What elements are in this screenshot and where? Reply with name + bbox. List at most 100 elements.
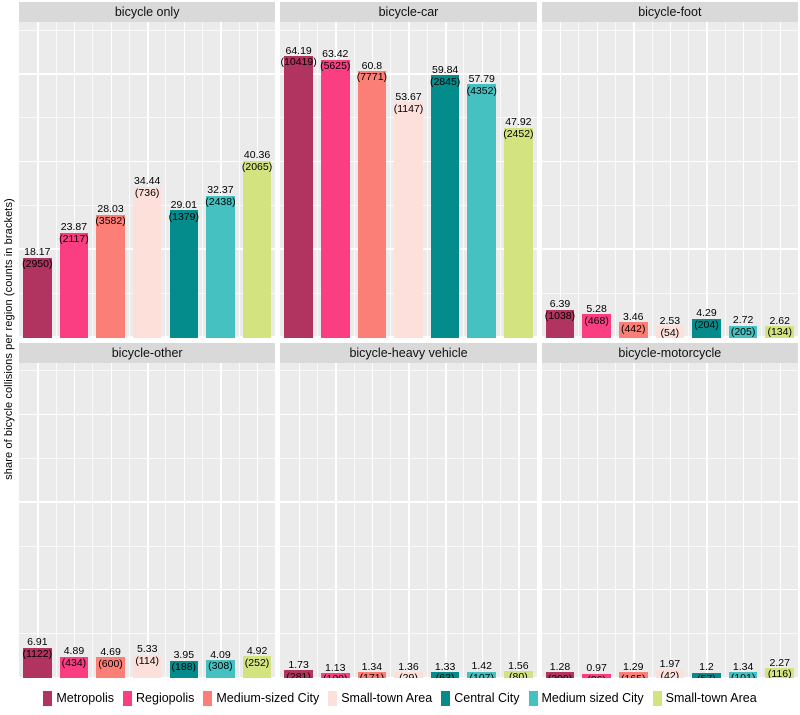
bar[interactable] — [394, 102, 423, 338]
gridline-vertical — [202, 362, 204, 678]
bar[interactable] — [618, 672, 648, 678]
bar[interactable] — [23, 257, 52, 338]
bar[interactable] — [206, 660, 235, 678]
bar[interactable] — [132, 186, 162, 338]
bar[interactable] — [59, 656, 89, 678]
legend-label: Metropolis — [56, 691, 115, 705]
gridline-vertical — [761, 362, 763, 678]
bar-group: 4.92 (252) — [239, 363, 276, 678]
facet-panel: bicycle-heavy vehicle1.73(281)1.13(100)1… — [280, 342, 537, 678]
bar[interactable] — [96, 657, 125, 678]
gridline-vertical — [463, 22, 465, 338]
bar[interactable] — [467, 671, 497, 678]
legend-item[interactable]: Small-town Area — [652, 690, 757, 706]
bar[interactable] — [582, 314, 611, 338]
bar[interactable] — [545, 672, 575, 678]
bar[interactable] — [545, 309, 575, 338]
bar-series: 18.17 (2950) 23.87 (2117) 28.03 (3582) 34.44 (7… — [19, 22, 275, 338]
y-axis-title: share of bicycle collisions per region (… — [0, 0, 18, 678]
bar[interactable] — [655, 326, 685, 338]
legend-item[interactable]: Small-town Area — [328, 690, 432, 706]
gridline-vertical — [92, 22, 94, 338]
bar[interactable] — [430, 672, 460, 678]
bar-group: 1.28(208) — [542, 363, 579, 678]
bar[interactable] — [96, 214, 125, 338]
bar[interactable] — [504, 127, 533, 338]
bar[interactable] — [357, 71, 387, 338]
bar-group: 32.37 (2438) — [202, 22, 239, 338]
bar-series: 6.39 (1038) 5.28 (468) 3.46 (442) 2.53 (54) 4.29… — [542, 22, 798, 338]
bar[interactable] — [765, 326, 794, 338]
bar-group: 29.01 (1379) — [166, 22, 203, 338]
facet-panel: bicycle-motorcycle1.28(208)0.97(86)1.29(… — [541, 342, 798, 678]
gridline-vertical — [220, 22, 222, 338]
bar[interactable] — [242, 656, 272, 678]
bar-group: 2.27 (116) — [761, 363, 798, 678]
gridline-vertical — [238, 22, 240, 338]
legend-swatch-icon — [441, 690, 451, 706]
gridline-vertical — [688, 22, 690, 338]
bar[interactable] — [692, 318, 721, 338]
bar-group: 1.34(171) — [354, 363, 391, 678]
bar-group: 18.17 (2950) — [19, 22, 56, 338]
gridline-vertical — [614, 22, 616, 338]
gridline-vertical — [614, 362, 616, 678]
bar-series: 1.73(281)1.13(100)1.34(171)1.36(29)1.33(… — [280, 363, 536, 678]
bar[interactable] — [728, 672, 758, 678]
bar[interactable] — [430, 75, 460, 338]
bar[interactable] — [618, 322, 648, 338]
gridline-vertical — [92, 362, 94, 678]
legend-item[interactable]: Regiopolis — [123, 690, 194, 706]
bar[interactable] — [504, 671, 533, 678]
gridline-vertical — [706, 362, 708, 678]
legend-item[interactable]: Medium-sized City — [203, 690, 319, 706]
bar[interactable] — [242, 160, 272, 338]
bar-group: 5.28 (468) — [578, 22, 615, 338]
bar-series: 64.19 (10419) 63.42 (5625) 60.8 (7771) 53.67 (1… — [280, 22, 536, 338]
bar[interactable] — [357, 672, 387, 678]
plot-area: 18.17 (2950) 23.87 (2117) 28.03 (3582) 34.44 (7… — [19, 22, 276, 338]
gridline-vertical — [238, 362, 240, 678]
legend-item[interactable]: Central City — [441, 690, 520, 706]
gridline-vertical — [316, 22, 318, 338]
gridline-vertical — [73, 362, 76, 678]
bar[interactable] — [206, 195, 235, 338]
gridline-vertical — [202, 22, 204, 338]
bar[interactable] — [394, 672, 423, 678]
bar[interactable] — [169, 210, 199, 338]
legend-swatch-icon — [652, 690, 662, 706]
gridline-vertical — [335, 362, 337, 678]
bar[interactable] — [765, 668, 794, 678]
bar[interactable] — [320, 59, 350, 338]
facet-panel: bicycle-foot 6.39 (1038) 5.28 (468) 3.46 (442)… — [541, 2, 798, 338]
bar-group: 34.44 (736) — [129, 22, 166, 338]
legend-swatch-icon — [203, 690, 213, 706]
gridline-vertical — [724, 22, 726, 338]
legend-item[interactable]: Medium sized City — [528, 690, 644, 706]
bar[interactable] — [467, 84, 497, 338]
bar[interactable] — [169, 660, 199, 678]
bar[interactable] — [692, 672, 721, 678]
gridline-vertical — [463, 362, 465, 678]
legend-item[interactable]: Metropolis — [43, 690, 115, 706]
gridline-vertical — [761, 22, 763, 338]
bar[interactable] — [59, 232, 89, 338]
bar-group: 23.87 (2117) — [56, 22, 93, 338]
legend-swatch-icon — [43, 690, 53, 706]
bar-group: 3.46 (442) — [615, 22, 652, 338]
bar[interactable] — [655, 669, 685, 678]
bar[interactable] — [132, 654, 162, 678]
gridline-vertical — [518, 362, 520, 678]
bar[interactable] — [728, 325, 758, 338]
gridline-vertical — [55, 362, 57, 678]
bar-group: 59.84 (2845) — [427, 22, 464, 338]
bar-group: 6.39 (1038) — [542, 22, 579, 338]
bar-group: 2.62 (134) — [761, 22, 798, 338]
gridline-vertical — [724, 362, 726, 678]
bar[interactable] — [284, 670, 313, 678]
legend: Metropolis Regiopolis Medium-sized City Sma… — [0, 684, 800, 712]
bar[interactable] — [320, 673, 350, 678]
bar[interactable] — [284, 56, 313, 338]
bar[interactable] — [23, 647, 52, 678]
bar[interactable] — [582, 673, 611, 678]
